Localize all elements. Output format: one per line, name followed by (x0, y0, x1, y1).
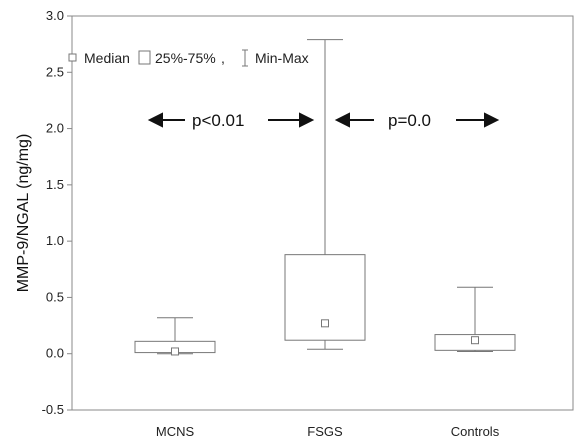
legend-box-marker (138, 50, 151, 65)
annotation-p-mcns-fsgs: p<0.01 (192, 111, 244, 130)
median-marker (471, 336, 479, 345)
box-mcns (134, 317, 216, 356)
iqr-box (284, 254, 366, 341)
y-tick-label: 1.5 (46, 177, 64, 192)
median-marker (171, 347, 179, 356)
y-tick-label: 2.0 (46, 121, 64, 136)
box-controls (434, 286, 516, 352)
y-tick-label: 2.5 (46, 64, 64, 79)
x-tick-label-controls: Controls (451, 424, 500, 438)
annotation-arrows (147, 112, 500, 128)
x-tick-label-mcns: MCNS (156, 424, 195, 438)
y-axis-label: MMP-9/NGAL (ng/mg) (15, 134, 32, 293)
y-tick-label: -0.5 (42, 402, 64, 417)
annotation-p-fsgs-controls: p=0.0 (388, 111, 431, 130)
x-tick-label-fsgs: FSGS (307, 424, 343, 438)
box-fsgs (284, 39, 366, 350)
y-tick-label: 1.0 (46, 233, 64, 248)
legend-median-label: Median (84, 50, 130, 66)
median-marker (321, 319, 329, 328)
y-axis-ticks: -0.5 0.0 0.5 1.0 1.5 2.0 2.5 3.0 (42, 8, 72, 417)
legend-whisker-marker (242, 49, 248, 67)
y-tick-label: 0.5 (46, 289, 64, 304)
legend: Median 25%-75% , Min-Max (68, 49, 309, 67)
y-tick-label: 0.0 (46, 346, 64, 361)
plot-frame (71, 15, 574, 411)
legend-whisker-label: Min-Max (255, 50, 309, 66)
legend-box-label: 25%-75% (155, 50, 216, 66)
legend-median-marker (68, 53, 77, 62)
y-tick-label: 3.0 (46, 8, 64, 23)
legend-separator: , (221, 50, 225, 66)
box-series (134, 39, 516, 356)
